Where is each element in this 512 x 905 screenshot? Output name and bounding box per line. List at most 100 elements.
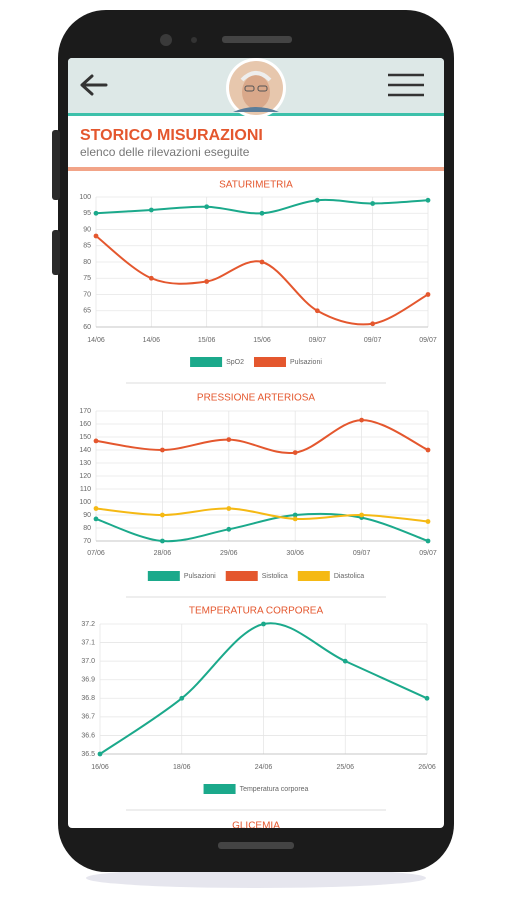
- series-line: [95, 419, 429, 455]
- shadow: [86, 868, 426, 888]
- x-tick-label: 07/06: [87, 550, 105, 557]
- y-tick-label: 95: [83, 210, 91, 217]
- data-point: [314, 308, 320, 314]
- y-tick-label: 36.5: [81, 751, 95, 758]
- data-point: [93, 506, 99, 511]
- chart-title: GLICEMIA: [232, 821, 280, 832]
- y-tick-label: 37.0: [81, 658, 95, 665]
- y-tick-label: 36.9: [81, 677, 95, 684]
- y-tick-label: 150: [79, 434, 91, 441]
- camera: [160, 34, 172, 46]
- data-point: [226, 506, 232, 511]
- x-tick-label: 28/06: [154, 550, 172, 557]
- avatar: [226, 58, 286, 118]
- y-tick-label: 36.7: [81, 714, 95, 721]
- y-tick-label: 65: [83, 308, 91, 315]
- x-tick-label: 24/06: [255, 764, 273, 771]
- x-tick-label: 25/06: [336, 764, 354, 771]
- data-point: [93, 210, 99, 216]
- data-point: [93, 438, 99, 444]
- sensor: [191, 37, 197, 43]
- data-point: [226, 437, 232, 442]
- legend-swatch: [225, 571, 258, 581]
- legend-label: Sistolica: [262, 573, 288, 580]
- y-tick-label: 85: [83, 243, 91, 250]
- legend-label: Pulsazioni: [290, 359, 322, 366]
- x-tick-label: 18/06: [173, 764, 191, 771]
- x-tick-label: 09/07: [419, 337, 437, 344]
- chart-title: TEMPERATURA CORPOREA: [189, 606, 324, 617]
- side-button: [52, 130, 60, 200]
- y-tick-label: 90: [83, 226, 91, 233]
- y-tick-label: 120: [79, 473, 91, 480]
- x-tick-label: 09/07: [419, 550, 437, 557]
- y-tick-label: 80: [83, 259, 91, 266]
- data-point: [292, 512, 298, 518]
- data-point: [179, 695, 185, 701]
- legend-swatch: [190, 357, 223, 367]
- x-tick-label: 14/06: [143, 337, 161, 344]
- y-tick-label: 37.1: [81, 639, 95, 646]
- series-line: [95, 512, 429, 543]
- y-tick-label: 70: [83, 291, 91, 298]
- back-button[interactable]: [80, 74, 108, 96]
- data-point: [261, 621, 266, 627]
- menu-button[interactable]: [388, 73, 424, 97]
- data-point: [204, 204, 210, 210]
- y-tick-label: 37.2: [81, 621, 95, 628]
- data-point: [359, 417, 364, 423]
- legend-label: Temperatura corporea: [240, 786, 309, 793]
- speaker: [222, 36, 292, 43]
- data-point: [342, 658, 348, 664]
- legend-label: SpO2: [226, 359, 244, 366]
- data-point: [160, 512, 165, 518]
- y-tick-label: 170: [79, 408, 91, 415]
- x-tick-label: 15/06: [253, 337, 271, 344]
- chart-title: SATURIMETRIA: [219, 180, 293, 191]
- data-point: [204, 279, 210, 284]
- data-point: [425, 292, 431, 297]
- y-tick-label: 160: [79, 421, 91, 428]
- data-point: [370, 321, 376, 327]
- data-point: [314, 197, 320, 203]
- y-tick-label: 80: [83, 525, 91, 532]
- x-tick-label: 14/06: [87, 337, 105, 344]
- data-point: [292, 450, 298, 455]
- x-tick-label: 16/06: [91, 764, 109, 771]
- page-title: STORICO MISURAZIONI: [80, 127, 263, 144]
- title-underline: [68, 167, 444, 171]
- y-tick-label: 140: [79, 447, 91, 454]
- y-tick-label: 36.6: [81, 732, 95, 739]
- data-point: [226, 526, 232, 532]
- y-tick-label: 90: [83, 512, 91, 519]
- data-point: [160, 447, 165, 453]
- data-point: [93, 516, 99, 522]
- legend-swatch: [203, 784, 236, 794]
- y-tick-label: 100: [79, 194, 91, 201]
- legend-swatch: [147, 571, 180, 581]
- data-point: [148, 275, 154, 281]
- y-tick-label: 36.8: [81, 695, 95, 702]
- data-point: [425, 519, 431, 524]
- x-tick-label: 15/06: [198, 337, 216, 344]
- data-point: [160, 538, 165, 544]
- data-point: [424, 695, 430, 701]
- x-tick-label: 29/06: [220, 550, 238, 557]
- screen: STORICO MISURAZIONI elenco delle rilevaz…: [68, 58, 444, 832]
- legend-label: Diastolica: [334, 573, 364, 580]
- screen-bg: [68, 58, 444, 828]
- data-point: [259, 259, 265, 265]
- x-tick-label: 09/07: [364, 337, 382, 344]
- y-tick-label: 60: [83, 324, 91, 331]
- data-point: [425, 447, 431, 453]
- speaker: [218, 842, 294, 849]
- legend-label: Pulsazioni: [184, 573, 216, 580]
- x-tick-label: 09/07: [309, 337, 327, 344]
- side-button: [52, 230, 60, 275]
- legend-swatch: [253, 357, 286, 367]
- y-tick-label: 100: [79, 499, 91, 506]
- data-point: [370, 201, 376, 206]
- data-point: [425, 197, 431, 203]
- chart-title: PRESSIONE ARTERIOSA: [197, 393, 316, 404]
